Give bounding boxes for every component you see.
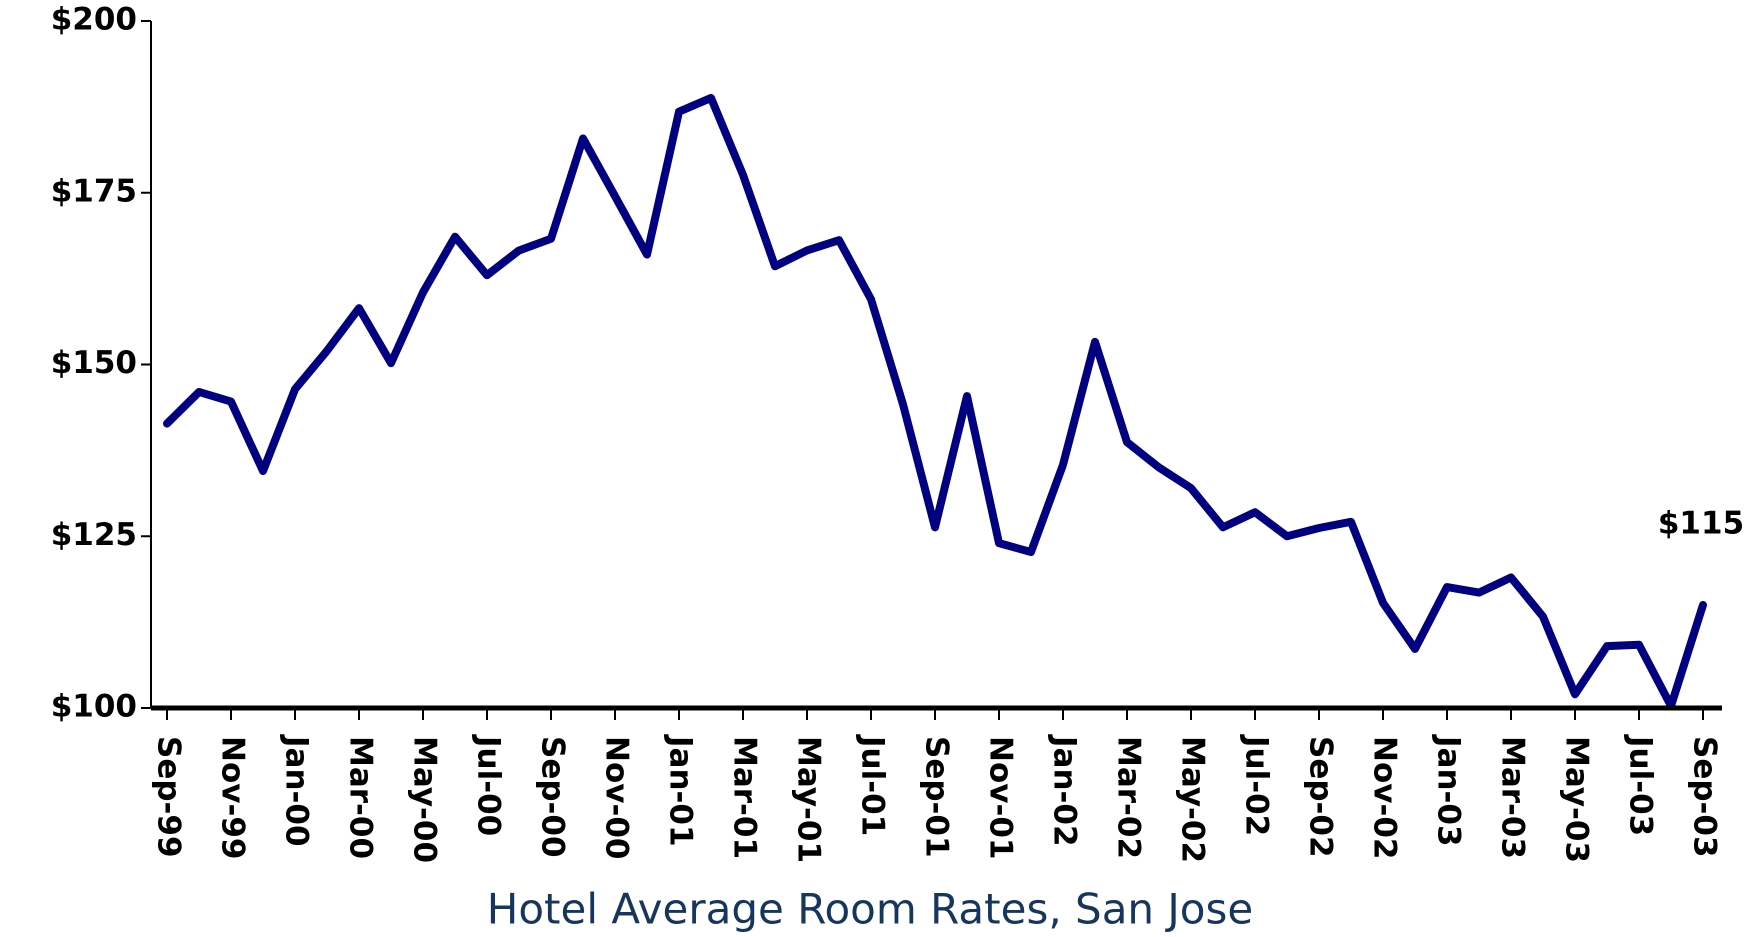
y-tick-label: $150 (51, 345, 137, 381)
x-tick-label: Jan-02 (1047, 734, 1083, 847)
x-tick-label: Nov-02 (1367, 736, 1403, 859)
x-tick-label: Jul-01 (855, 734, 891, 836)
x-tick-label: Jul-02 (1239, 734, 1275, 836)
data-label: $115 (1658, 505, 1744, 541)
y-tick-label: $125 (51, 517, 137, 553)
x-tick-label: Jul-00 (471, 734, 507, 836)
x-tick-label: Nov-99 (215, 736, 251, 859)
x-tick-label: Mar-01 (727, 736, 763, 859)
x-tick-label: Sep-00 (535, 736, 571, 858)
x-tick-label: May-03 (1559, 736, 1595, 863)
x-tick-label: May-02 (1175, 736, 1211, 863)
x-tick-label: Jul-03 (1623, 734, 1659, 836)
y-tick-label: $100 (51, 689, 137, 725)
x-tick-label: Sep-99 (151, 736, 187, 858)
x-tick-label: Jan-01 (663, 734, 699, 847)
x-tick-label: Mar-03 (1495, 736, 1531, 859)
x-tick-label: Sep-02 (1303, 736, 1339, 858)
x-tick-label: Sep-01 (919, 736, 955, 858)
x-tick-label: Sep-03 (1687, 736, 1723, 858)
x-tick-label: May-00 (407, 736, 443, 863)
line-series (163, 93, 1707, 710)
x-tick-label: Mar-02 (1111, 736, 1147, 859)
x-tick-label: Jan-03 (1431, 734, 1467, 847)
x-tick-label: May-01 (791, 736, 827, 863)
x-tick-label: Nov-00 (599, 736, 635, 859)
x-tick-label: Mar-00 (343, 736, 379, 859)
y-tick-label: $200 (51, 2, 137, 38)
x-tick-label: Nov-01 (983, 736, 1019, 859)
x-tick-label: Jan-00 (279, 734, 315, 847)
y-tick-label: $175 (51, 173, 137, 209)
chart-caption: Hotel Average Room Rates, San Jose (487, 885, 1253, 934)
